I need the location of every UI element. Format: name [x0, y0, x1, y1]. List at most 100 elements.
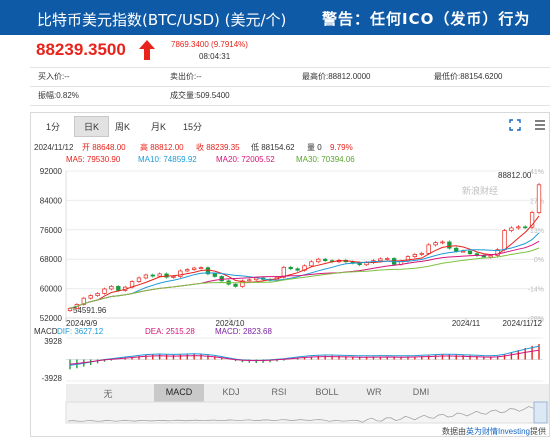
candle-body — [233, 283, 238, 287]
credit-source[interactable]: 英为财情Investing — [465, 427, 530, 436]
navigator-year-label: 2023 — [452, 411, 470, 420]
ohlc-date: 2024/11/12 — [34, 143, 74, 152]
tab-indicator-kdj[interactable]: KDJ — [222, 387, 240, 397]
candle-body — [95, 293, 100, 296]
high-price: 最高价:88812.0000 — [302, 72, 371, 81]
bid-price: 买入价:-- — [38, 72, 70, 81]
macd-dif: DIF: 3627.12 — [57, 327, 104, 336]
candle-body — [281, 266, 286, 278]
navigator-year-label: 2019 — [295, 411, 313, 420]
menu-icon[interactable] — [534, 119, 546, 131]
navigator-handle[interactable] — [534, 402, 547, 423]
candle-body — [157, 273, 162, 277]
y-tick-label: 60000 — [40, 285, 63, 294]
navigator-year-label: 2015 — [137, 411, 155, 420]
candle-body — [433, 242, 438, 246]
candle-body — [295, 268, 300, 271]
warning-banner: 警告：任何ICO（发币）行为 — [322, 10, 531, 28]
x-tick-label: 2024/11 — [452, 319, 481, 328]
candle-body — [198, 267, 204, 270]
ma30-line — [69, 247, 540, 309]
ohlc-low: 低 88154.62 — [251, 142, 295, 152]
data-credit: 数据由英为财情Investing提供 — [442, 426, 546, 437]
price-change: 7869.3400 (9.7914%) — [171, 40, 248, 49]
navigator-year-label: 2017 — [215, 411, 233, 420]
period-tabs: 1分 日K 周K 月K 15分 — [31, 113, 549, 139]
pct-tick-label: 0% — [534, 257, 544, 264]
watermark: 新浪财经 — [462, 185, 498, 197]
candle-body — [116, 286, 121, 291]
credit-prefix: 数据由 — [441, 427, 466, 436]
tab-indicator-macd[interactable]: MACD — [154, 384, 204, 402]
ma5-line — [69, 215, 540, 309]
macd-dea-line — [69, 349, 540, 365]
candle-body — [454, 247, 459, 252]
tab-15min[interactable]: 15分 — [183, 122, 203, 132]
credit-suffix: 提供 — [530, 427, 546, 436]
candle-body — [247, 279, 252, 282]
y-tick-label: 68000 — [40, 255, 63, 264]
y-tick-label: 84000 — [40, 196, 63, 205]
tab-indicator-wr[interactable]: WR — [366, 387, 382, 397]
tab-monthly[interactable]: 月K — [151, 122, 167, 132]
up-arrow-icon — [139, 40, 155, 60]
divider — [30, 67, 550, 68]
candle-body — [288, 266, 293, 270]
low-price: 最低价:88154.6200 — [434, 72, 503, 81]
candle-body — [178, 270, 183, 277]
candle-body — [316, 258, 321, 263]
candle-body — [67, 308, 73, 312]
candle-body — [309, 261, 314, 267]
candle-body — [323, 258, 328, 262]
header-bar: 比特币美元指数(BTC/USD) (美元/个) 警告：任何ICO（发币）行为 — [0, 0, 550, 35]
tab-indicator-rsi[interactable]: RSI — [271, 387, 287, 397]
candle-body — [143, 274, 149, 279]
ma30-label: MA30: 70394.06 — [296, 155, 355, 164]
fullscreen-icon[interactable] — [509, 119, 521, 131]
x-tick-label: 2024/11/12 — [503, 319, 543, 328]
ohlc-high: 高 88812.00 — [140, 142, 184, 152]
macd-dif-line — [69, 345, 540, 366]
candle-body — [536, 184, 542, 213]
last-price: 88239.3500 — [36, 40, 126, 59]
quote-row-1: 买入价:-- 卖出价:-- 最高价:88812.0000 最低价:88154.6… — [0, 67, 550, 85]
ohlc-open: 开 88648.00 — [82, 143, 126, 152]
candle-body — [467, 250, 473, 255]
candle-body — [447, 241, 452, 249]
quote-row-2: 振幅:0.82% 成交量:509.5400 — [0, 86, 550, 104]
macd-tick-label: -3928 — [42, 374, 63, 383]
candle-body — [136, 277, 142, 282]
candle-body — [460, 250, 466, 253]
pct-tick-label: 41% — [530, 169, 544, 176]
navigator-year-label: 2021 — [374, 411, 392, 420]
macd-tick-label: 3928 — [44, 337, 62, 346]
amplitude: 振幅:0.82% — [38, 91, 79, 100]
candle-body — [516, 226, 521, 229]
ma10-label: MA10: 74859.92 — [138, 155, 197, 164]
candle-body — [426, 244, 431, 254]
tab-indicator-boll[interactable]: BOLL — [315, 387, 339, 397]
ohlc-close: 收 88239.35 — [196, 142, 240, 152]
candle-body — [509, 227, 514, 231]
tab-1min[interactable]: 1分 — [46, 122, 61, 132]
tab-indicator-none[interactable]: 无 — [103, 389, 113, 399]
candle-body — [481, 255, 486, 258]
candle-body — [523, 226, 528, 229]
ask-price: 卖出价:-- — [170, 72, 202, 81]
candle-body — [171, 276, 176, 278]
tab-indicator-dmi[interactable]: DMI — [412, 387, 430, 397]
candle-body — [102, 288, 107, 294]
candle-body — [502, 230, 507, 250]
x-tick-label: 2024/9/9 — [66, 319, 98, 328]
min-price-label: 54591.96 — [73, 306, 107, 315]
page-title: 比特币美元指数(BTC/USD) (美元/个) — [37, 11, 287, 29]
tab-weekly[interactable]: 周K — [115, 122, 131, 132]
pct-tick-label: 13% — [530, 228, 544, 235]
quote-time: 08:04:31 — [199, 52, 231, 61]
ma5-label: MA5: 79530.90 — [66, 155, 121, 164]
candle-body — [419, 252, 424, 255]
volume: 成交量:509.5400 — [170, 91, 230, 100]
tab-daily[interactable]: 日K — [74, 116, 110, 137]
candle-body — [240, 280, 245, 287]
